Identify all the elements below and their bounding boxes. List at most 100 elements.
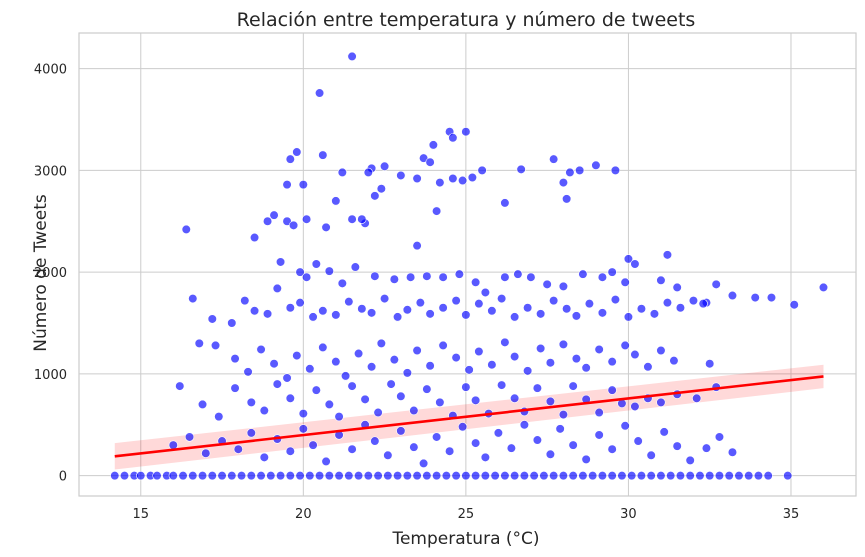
data-point bbox=[500, 272, 510, 282]
data-point bbox=[409, 442, 419, 452]
data-point bbox=[409, 405, 419, 416]
data-point bbox=[305, 364, 315, 374]
data-point bbox=[379, 161, 390, 171]
data-point bbox=[536, 309, 546, 319]
data-point bbox=[246, 471, 256, 481]
data-point bbox=[467, 172, 477, 183]
data-point bbox=[207, 314, 217, 324]
data-point bbox=[347, 214, 357, 224]
data-point bbox=[627, 471, 637, 481]
data-point bbox=[656, 275, 666, 285]
data-point bbox=[370, 191, 380, 201]
data-point bbox=[500, 198, 510, 208]
data-point bbox=[412, 241, 422, 251]
data-point bbox=[471, 395, 481, 405]
data-point bbox=[766, 292, 777, 303]
data-point bbox=[649, 309, 660, 319]
data-point bbox=[753, 471, 764, 481]
data-point bbox=[597, 308, 608, 318]
data-point bbox=[594, 344, 604, 355]
data-point bbox=[314, 471, 325, 481]
data-point bbox=[519, 471, 529, 481]
data-point bbox=[376, 184, 386, 194]
data-point bbox=[214, 412, 224, 422]
data-point bbox=[314, 88, 325, 98]
data-point bbox=[227, 318, 237, 328]
data-point bbox=[295, 267, 305, 277]
data-point bbox=[331, 357, 341, 367]
data-point bbox=[705, 471, 715, 481]
data-point bbox=[685, 455, 695, 465]
data-point bbox=[324, 266, 334, 276]
data-point bbox=[285, 154, 295, 164]
data-point bbox=[471, 438, 481, 448]
data-point bbox=[389, 355, 399, 365]
data-point bbox=[412, 345, 422, 356]
data-point bbox=[695, 471, 705, 481]
data-point bbox=[607, 444, 617, 454]
data-point bbox=[545, 396, 556, 406]
data-point bbox=[714, 471, 725, 481]
data-point bbox=[549, 296, 559, 306]
data-point bbox=[262, 309, 273, 319]
data-point bbox=[607, 385, 617, 395]
y-tick-label: 3000 bbox=[34, 164, 67, 179]
data-point bbox=[256, 471, 266, 481]
data-point bbox=[562, 194, 572, 204]
data-point bbox=[581, 454, 591, 464]
data-point bbox=[324, 399, 334, 410]
data-point bbox=[636, 471, 647, 481]
data-point bbox=[110, 471, 120, 481]
data-point bbox=[562, 304, 572, 314]
x-tick-label: 20 bbox=[295, 507, 312, 522]
data-point bbox=[249, 232, 260, 243]
data-point bbox=[181, 224, 191, 234]
data-point bbox=[262, 216, 273, 226]
data-point bbox=[188, 471, 198, 481]
data-point bbox=[282, 180, 292, 190]
data-point bbox=[506, 443, 516, 453]
data-point bbox=[656, 345, 666, 356]
data-point bbox=[497, 293, 507, 304]
data-point bbox=[620, 421, 630, 431]
data-point bbox=[406, 272, 416, 282]
data-point bbox=[428, 140, 438, 150]
data-point bbox=[438, 340, 448, 350]
data-point bbox=[646, 450, 656, 460]
data-point bbox=[340, 371, 351, 381]
data-point bbox=[568, 471, 578, 481]
data-point bbox=[357, 304, 367, 314]
data-point bbox=[301, 272, 312, 282]
data-point bbox=[425, 309, 435, 319]
y-tick-labels: 0 1000 2000 3000 4000 bbox=[34, 63, 67, 485]
data-point bbox=[565, 167, 575, 178]
data-point bbox=[119, 471, 130, 481]
data-point bbox=[285, 471, 295, 481]
data-point bbox=[727, 447, 738, 457]
data-point bbox=[347, 381, 357, 391]
data-point bbox=[432, 471, 442, 481]
data-point bbox=[344, 471, 354, 481]
data-point bbox=[623, 254, 634, 264]
data-point bbox=[623, 312, 634, 322]
data-point bbox=[311, 385, 321, 395]
data-point bbox=[542, 279, 552, 289]
data-point bbox=[532, 383, 542, 393]
data-point bbox=[633, 436, 643, 446]
data-point bbox=[178, 471, 188, 481]
plot-frame bbox=[78, 32, 857, 497]
data-point bbox=[532, 435, 542, 445]
data-point bbox=[510, 312, 520, 322]
data-point bbox=[227, 471, 237, 481]
data-point bbox=[435, 397, 445, 407]
data-point bbox=[448, 133, 458, 143]
data-point bbox=[516, 164, 526, 174]
data-point bbox=[383, 471, 393, 481]
data-point bbox=[432, 432, 442, 442]
data-point bbox=[549, 154, 559, 164]
data-point bbox=[282, 216, 292, 226]
data-point bbox=[396, 391, 406, 401]
data-point bbox=[324, 471, 334, 481]
data-point bbox=[298, 408, 308, 419]
data-point bbox=[366, 362, 377, 372]
